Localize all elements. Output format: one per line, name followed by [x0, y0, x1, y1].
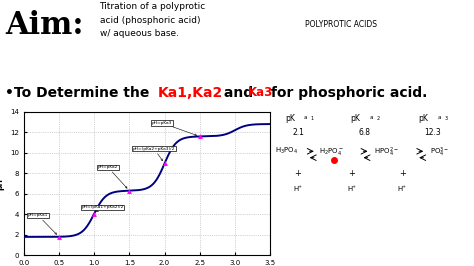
Text: pH=pKa1: pH=pKa1 [28, 213, 56, 234]
Text: and: and [219, 86, 258, 100]
Text: 6.8: 6.8 [358, 128, 371, 137]
Text: H⁺: H⁺ [347, 186, 356, 192]
Text: 1: 1 [311, 116, 314, 121]
Text: H⁺: H⁺ [293, 186, 302, 192]
Text: pH=(pKa1+pKa2)/2: pH=(pKa1+pKa2)/2 [82, 205, 124, 212]
Text: H$_2$PO$_4^-$: H$_2$PO$_4^-$ [319, 146, 344, 157]
Text: H⁺: H⁺ [398, 186, 407, 192]
Text: for phosphoric acid.: for phosphoric acid. [266, 86, 428, 100]
Text: pH=(pKa2+pKa3)/2: pH=(pKa2+pKa3)/2 [133, 147, 175, 161]
Text: PO$_4^{3-}$: PO$_4^{3-}$ [430, 146, 450, 160]
Text: 2: 2 [376, 116, 380, 121]
Text: a: a [304, 115, 307, 120]
Text: Ka3: Ka3 [247, 86, 273, 99]
Text: POLYPROTIC ACIDS: POLYPROTIC ACIDS [305, 20, 377, 29]
Text: pK: pK [351, 114, 360, 123]
Text: 3: 3 [444, 116, 447, 121]
Text: H$_3$PO$_4$: H$_3$PO$_4$ [275, 146, 298, 156]
Text: +: + [399, 169, 406, 178]
Text: HPO$_4^{2-}$: HPO$_4^{2-}$ [374, 146, 399, 160]
Text: 12.3: 12.3 [424, 128, 440, 137]
Text: pK: pK [418, 114, 428, 123]
Text: •To Determine the: •To Determine the [5, 86, 154, 100]
Text: +: + [294, 169, 301, 178]
Text: pK: pK [285, 114, 295, 123]
Text: pH=pKa3: pH=pKa3 [152, 121, 197, 136]
Text: Aim:: Aim: [6, 10, 84, 41]
Text: pH=pKa2: pH=pKa2 [98, 165, 127, 188]
Text: a: a [437, 115, 441, 120]
Text: Titration of a polyprotic
acid (phosphoric acid)
w/ aqueous base.: Titration of a polyprotic acid (phosphor… [100, 2, 206, 38]
Y-axis label: pH: pH [0, 177, 4, 190]
Text: Ka1,Ka2: Ka1,Ka2 [158, 86, 223, 100]
Text: +: + [348, 169, 355, 178]
Text: 2.1: 2.1 [293, 128, 305, 137]
Text: a: a [369, 115, 373, 120]
